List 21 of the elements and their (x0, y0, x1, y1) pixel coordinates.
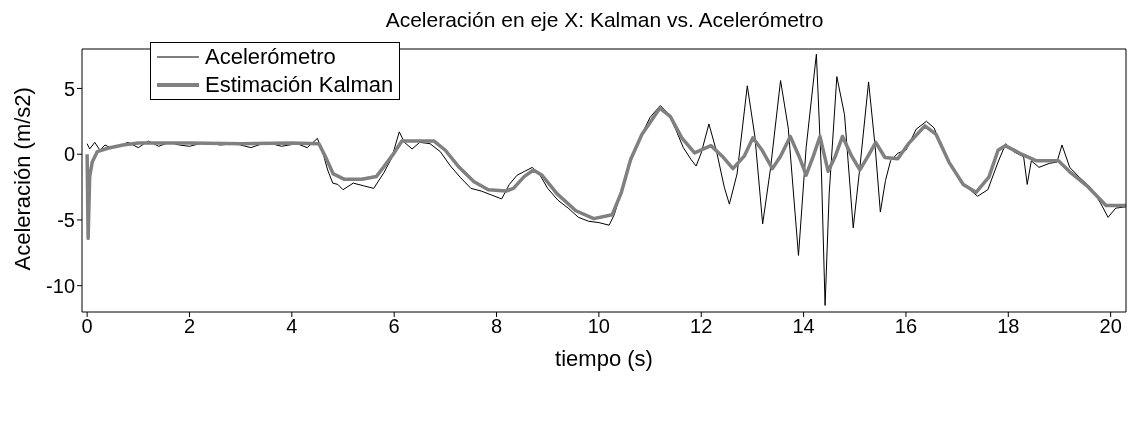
x-tick-label: 20 (1099, 315, 1122, 338)
chart-title: Aceleración en eje X: Kalman vs. Acelerómetro (384, 8, 825, 32)
x-tick-label: 14 (792, 315, 815, 338)
y-tick-label: 5 (63, 77, 75, 100)
x-tick-label: 10 (587, 315, 611, 338)
x-tick-label: 6 (388, 315, 400, 338)
x-axis-title: tiempo (s) (555, 346, 653, 371)
x-tick-label: 16 (894, 315, 918, 338)
y-axis-title: Aceleración (m/s2) (9, 87, 35, 271)
line-series (85, 106, 1126, 241)
x-tick-label: 8 (490, 315, 503, 338)
y-tick-label: -5 (57, 209, 75, 232)
y-tick-label: -10 (46, 274, 75, 297)
y-tick-label: 0 (63, 143, 75, 166)
legend-label: Acelerómetro (205, 43, 336, 71)
x-tick-label: 18 (997, 315, 1020, 338)
legend-label: Estimación Kalman (205, 71, 394, 99)
x-tick-label: 2 (183, 315, 196, 338)
x-tick-label: 12 (690, 315, 713, 338)
x-tick-label: 4 (286, 315, 298, 338)
x-tick-label: 0 (81, 315, 93, 338)
